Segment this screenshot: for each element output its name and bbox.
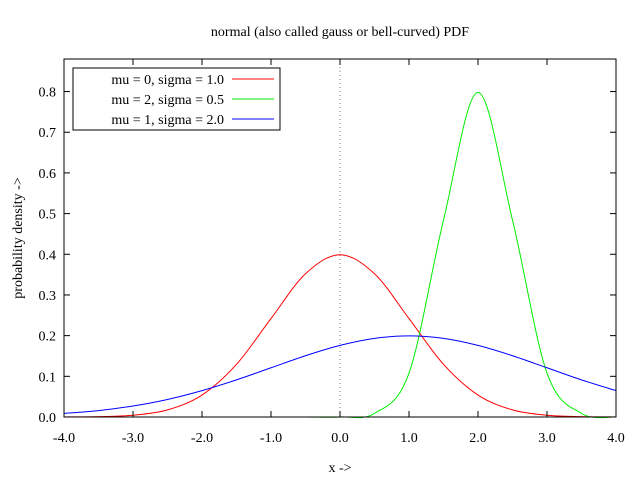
x-tick-label: -4.0	[53, 431, 75, 446]
legend-label: mu = 2, sigma = 0.5	[111, 93, 224, 108]
x-tick-label: 4.0	[607, 431, 625, 446]
y-tick-label: 0.6	[39, 167, 57, 182]
x-tick-label: 2.0	[469, 431, 487, 446]
chart-title: normal (also called gauss or bell-curved…	[211, 25, 469, 40]
legend-label: mu = 0, sigma = 1.0	[111, 73, 224, 88]
x-tick-label: -3.0	[122, 431, 144, 446]
x-tick-label: 3.0	[538, 431, 556, 446]
x-axis-label: x ->	[328, 461, 351, 476]
plot-frame	[63, 58, 617, 418]
y-tick-label: 0.0	[39, 411, 57, 426]
y-tick-label: 0.1	[39, 370, 57, 385]
legend: mu = 0, sigma = 1.0 mu = 2, sigma = 0.5 mu…	[72, 67, 281, 131]
x-tick-label: 0.0	[331, 431, 349, 446]
y-tick-label: 0.8	[39, 86, 57, 101]
x-tick-label: -2.0	[191, 431, 213, 446]
y-tick-label: 0.5	[39, 208, 57, 223]
x-tick-label: -1.0	[260, 431, 282, 446]
y-tick-label: 0.3	[39, 289, 57, 304]
y-tick-label: 0.4	[39, 248, 57, 263]
x-tick-label: 1.0	[400, 431, 418, 446]
y-axis-label: probability density ->	[11, 177, 26, 299]
series-line-1	[63, 254, 617, 418]
y-tick-label: 0.7	[39, 126, 57, 141]
legend-label: mu = 1, sigma = 2.0	[111, 113, 224, 128]
series-line-3	[63, 335, 617, 414]
y-tick-label: 0.2	[39, 330, 57, 345]
